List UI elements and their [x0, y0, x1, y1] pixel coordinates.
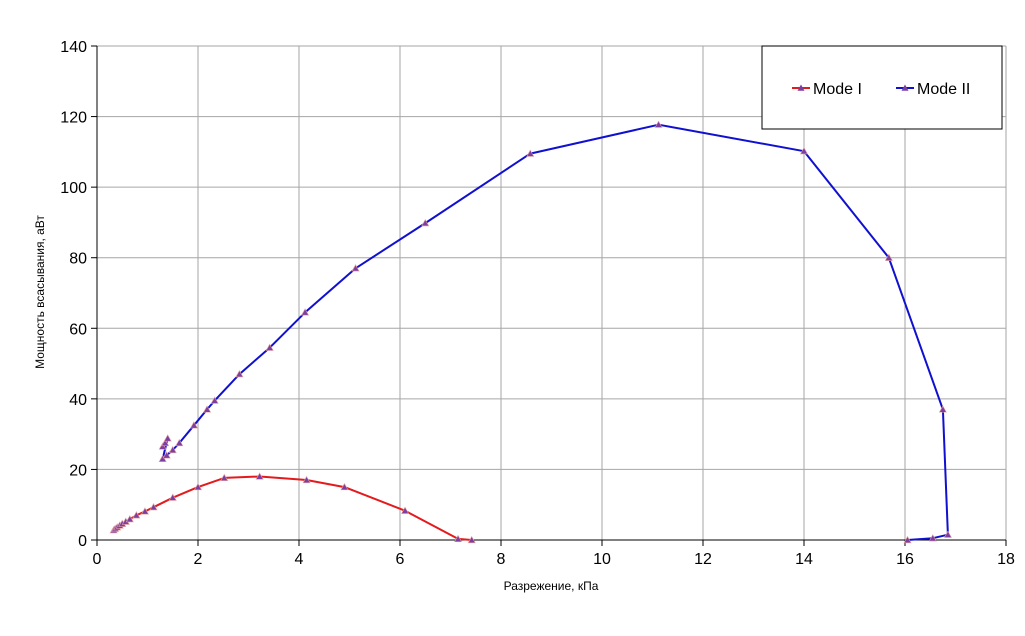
series-mode-1 [109, 472, 476, 544]
data-point [302, 475, 311, 484]
data-point [140, 507, 149, 515]
series-mode-2 [158, 120, 952, 544]
data-point [158, 454, 167, 462]
x-tick-label: 14 [795, 551, 813, 568]
data-point [163, 434, 172, 442]
x-tick-label: 16 [896, 551, 914, 568]
x-tick-label: 8 [497, 551, 506, 568]
data-point [193, 482, 203, 491]
data-point [158, 442, 167, 450]
y-tick-label: 80 [69, 251, 87, 268]
data-point [168, 493, 177, 501]
series-layer [109, 120, 952, 544]
data-point [235, 370, 244, 378]
data-point [301, 308, 310, 316]
data-point [799, 147, 809, 155]
data-point [938, 405, 947, 413]
x-tick-label: 18 [997, 551, 1015, 568]
x-axis-title: Разрежение, кПа [504, 579, 599, 593]
data-point [265, 343, 274, 351]
y-tick-label: 120 [60, 110, 87, 127]
x-tick-label: 6 [396, 551, 405, 568]
data-point [220, 473, 229, 481]
data-point [421, 219, 430, 227]
data-point [928, 534, 937, 542]
y-tick-label: 40 [69, 392, 87, 409]
data-point [467, 535, 476, 544]
y-tick-label: 100 [60, 180, 87, 197]
grid-lines [97, 45, 1007, 540]
legend-marker-mode-2 [901, 84, 909, 91]
data-point [401, 506, 410, 514]
y-axis-title: Мощность всасывания, аВт [33, 215, 47, 369]
data-point [203, 405, 212, 413]
legend-label-mode-2: Mode II [917, 81, 970, 98]
y-tick-labels: 0 20 40 60 80 100 120 140 [60, 39, 87, 550]
data-point [189, 421, 198, 429]
x-tick-label: 0 [93, 551, 102, 568]
data-point [162, 451, 171, 459]
data-point [149, 503, 158, 511]
data-point [884, 253, 893, 261]
data-point [132, 511, 141, 519]
legend-label-mode-1: Mode I [813, 81, 862, 98]
y-tick-label: 20 [69, 462, 87, 479]
x-tick-label: 10 [593, 551, 611, 568]
data-point [161, 438, 170, 447]
data-point [175, 438, 184, 447]
data-point [340, 482, 349, 491]
data-point [454, 534, 463, 543]
data-point [125, 515, 134, 523]
data-point [654, 120, 663, 128]
x-tick-labels: 0 2 4 6 8 10 12 14 16 18 [93, 551, 1015, 568]
legend-marker-mode-1 [797, 84, 805, 91]
axes [91, 45, 1007, 546]
series-line [113, 475, 472, 541]
data-point [255, 472, 264, 480]
legend: Mode I Mode II [761, 45, 1003, 130]
data-point [903, 535, 912, 544]
y-tick-label: 60 [69, 321, 87, 338]
data-point [526, 149, 535, 157]
data-point [943, 530, 952, 538]
data-point [168, 445, 177, 454]
data-point [351, 264, 360, 272]
data-point [210, 396, 219, 404]
x-tick-label: 2 [194, 551, 203, 568]
x-tick-label: 4 [295, 551, 304, 568]
y-tick-label: 0 [78, 533, 87, 550]
y-tick-label: 140 [60, 39, 87, 56]
x-tick-label: 12 [694, 551, 712, 568]
